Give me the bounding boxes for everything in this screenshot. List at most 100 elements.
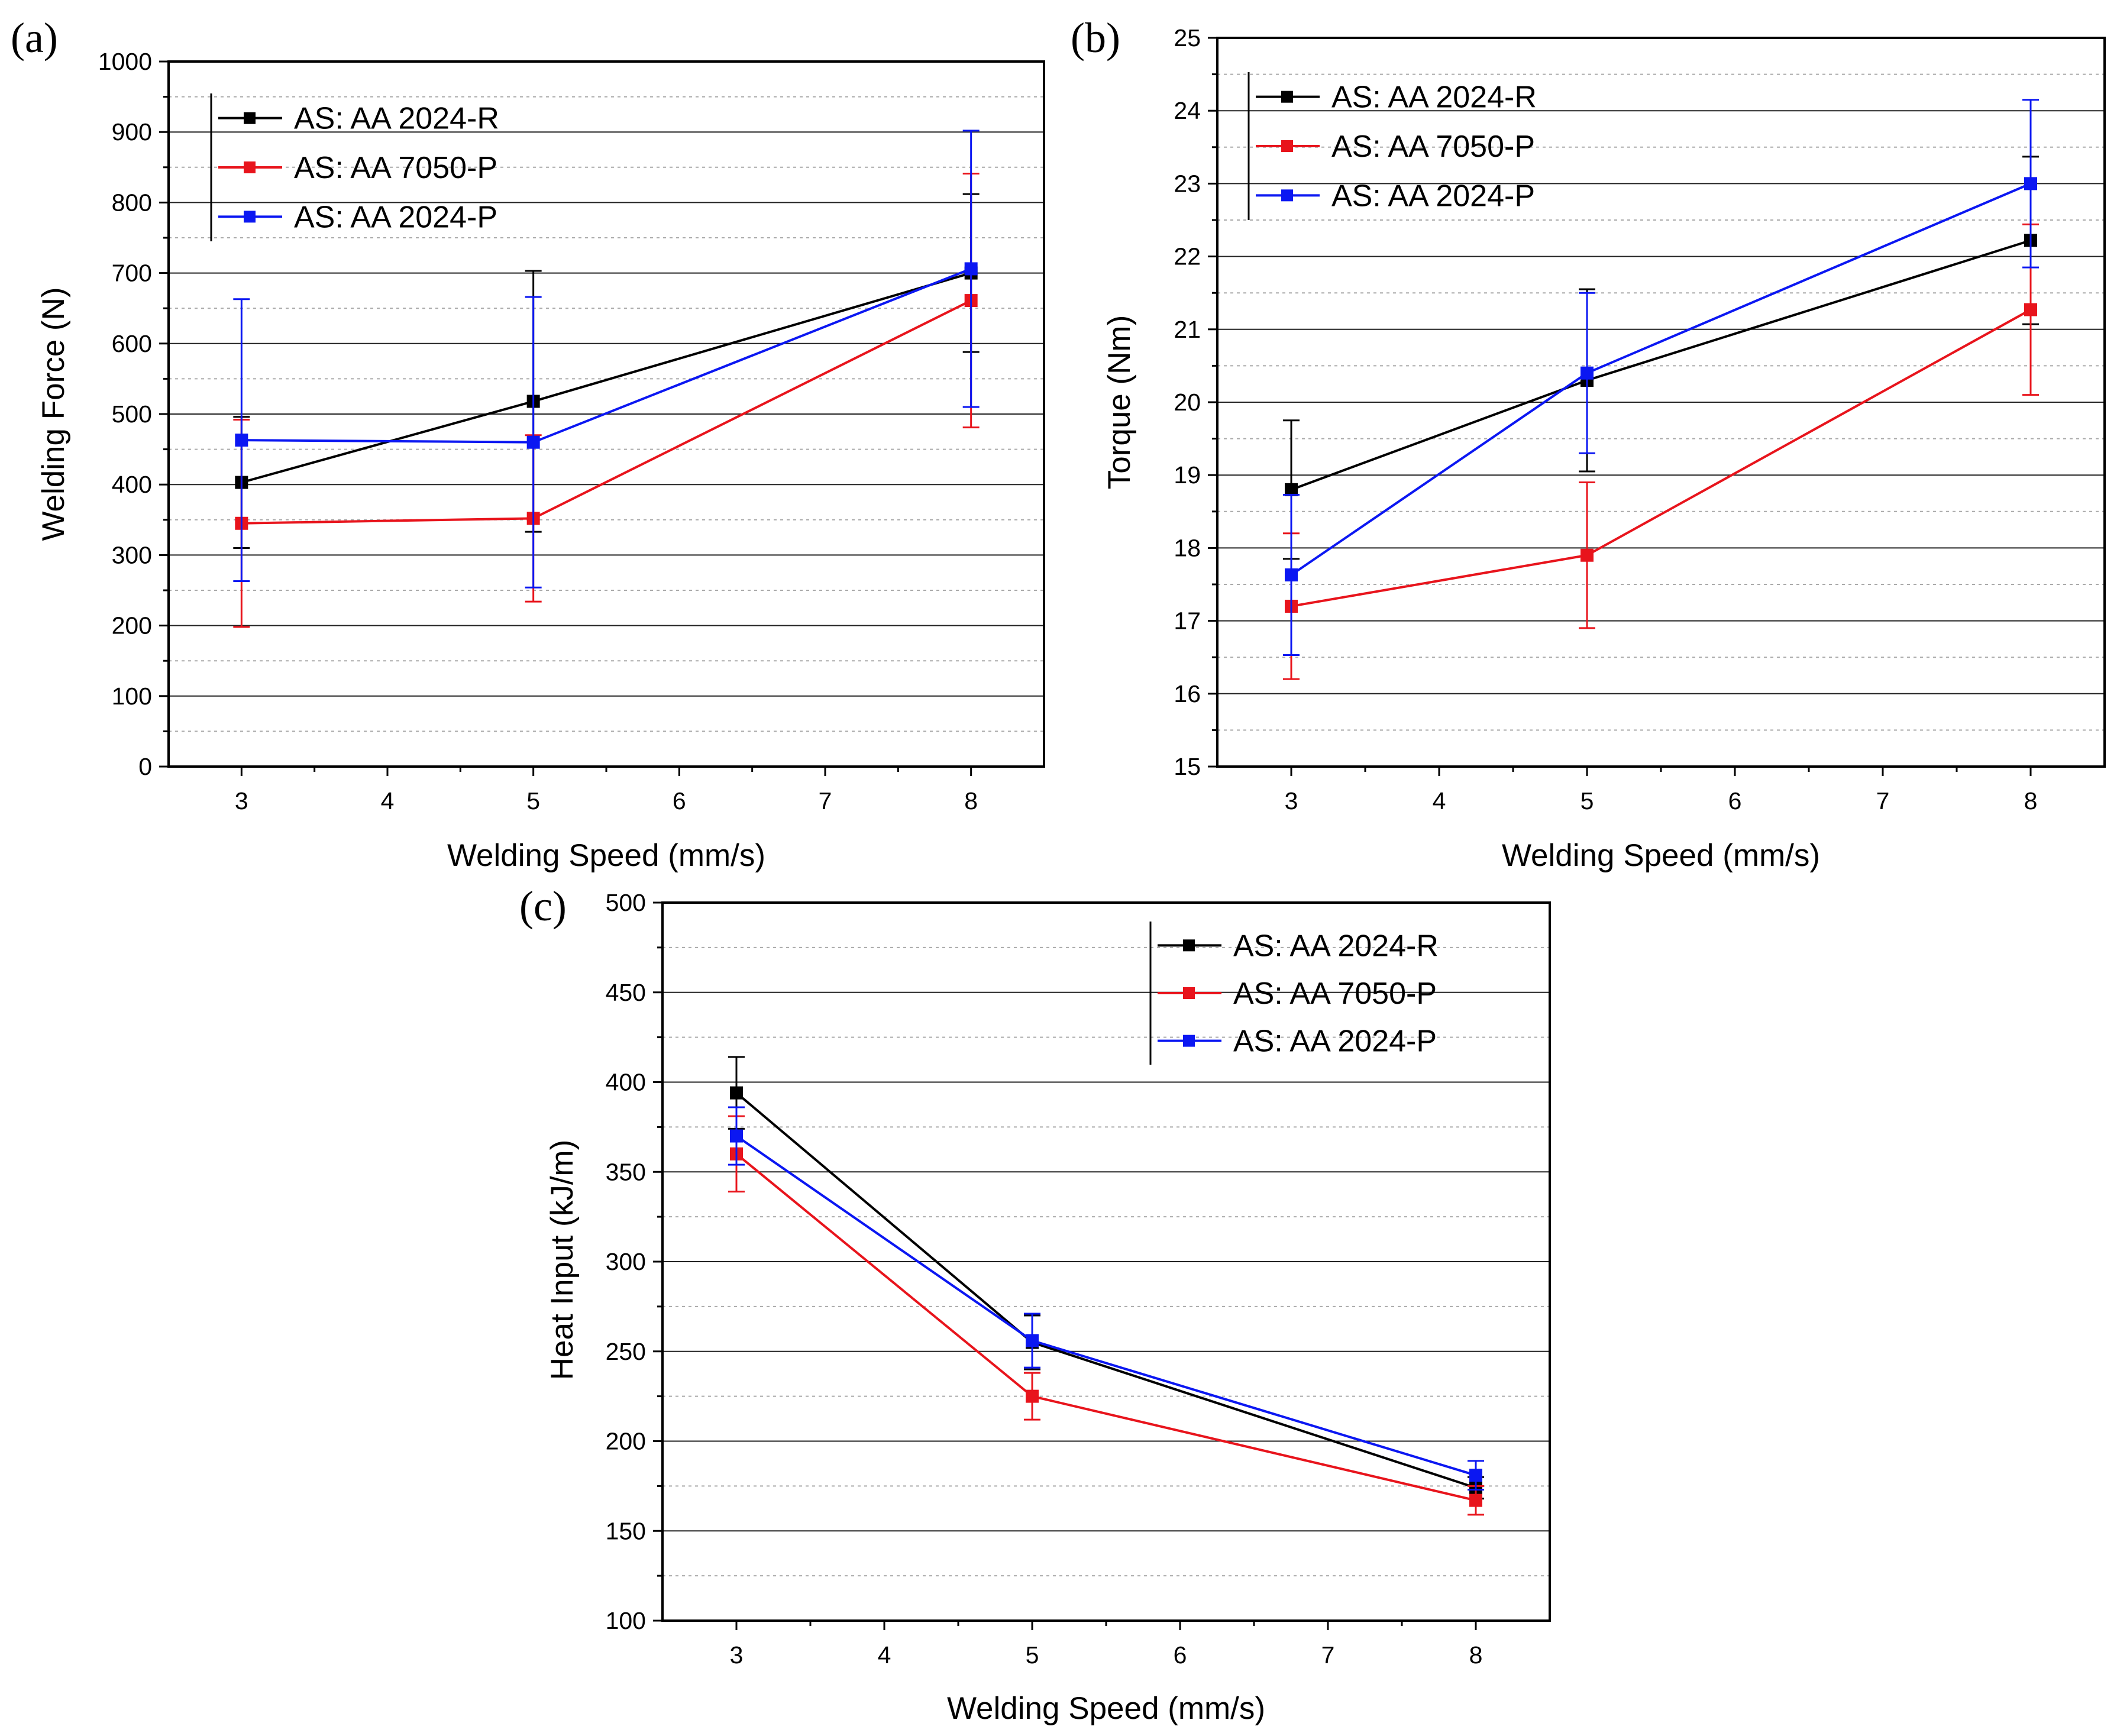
- panel-label: (b): [1071, 14, 1120, 62]
- data-point: [1285, 568, 1298, 581]
- legend-swatch-marker: [1183, 939, 1195, 952]
- y-tick-label: 300: [606, 1248, 646, 1275]
- y-tick-label: 200: [606, 1428, 646, 1455]
- x-tick-label: 6: [1174, 1641, 1187, 1669]
- chart-panel-b: 15 16 17 18 19 20 21 22 23 24 25 3 4 5 6 7 8 Welding Spee…: [1071, 14, 2106, 873]
- y-tick-label: 350: [606, 1158, 646, 1185]
- x-axis-title: Welding Speed (mm/s): [947, 1691, 1265, 1726]
- legend-swatch-marker: [1281, 140, 1293, 152]
- data-point: [2024, 303, 2037, 316]
- x-tick-label: 7: [1876, 787, 1890, 814]
- y-tick-label: 0: [138, 753, 152, 780]
- x-tick-label: 3: [235, 787, 248, 814]
- data-point: [964, 262, 978, 276]
- data-point: [526, 435, 540, 449]
- legend-swatch-marker: [1281, 189, 1293, 202]
- x-tick-label: 4: [381, 787, 395, 814]
- y-tick-label: 500: [112, 400, 152, 428]
- y-tick-label: 500: [606, 889, 646, 916]
- y-tick-label: 400: [606, 1069, 646, 1096]
- x-tick-label: 8: [2024, 787, 2038, 814]
- legend: AS: AA 2024-R AS: AA 7050-P AS: AA 2024-P: [1247, 72, 1537, 220]
- data-point: [1285, 483, 1298, 496]
- y-tick-label: 1000: [98, 48, 152, 75]
- legend-entry: AS: AA 7050-P: [1331, 130, 1535, 164]
- y-tick-label: 16: [1174, 680, 1201, 707]
- y-tick-label: 25: [1174, 24, 1201, 51]
- y-tick-label: 19: [1174, 461, 1201, 489]
- legend-entry: AS: AA 7050-P: [1233, 977, 1437, 1011]
- legend-swatch-marker: [244, 211, 256, 223]
- series-as-aa-2024-p: [1283, 99, 2039, 657]
- x-tick-label: 6: [673, 787, 686, 814]
- y-tick-label: 24: [1174, 97, 1201, 124]
- y-tick-label: 23: [1174, 170, 1201, 197]
- panel-label: (c): [519, 882, 567, 930]
- data-point: [1026, 1334, 1039, 1347]
- x-tick-label: 5: [1026, 1641, 1039, 1669]
- legend-swatch-marker: [1183, 987, 1195, 999]
- data-point: [1581, 548, 1594, 562]
- legend: AS: AA 2024-R AS: AA 7050-P AS: AA 2024-P: [210, 93, 499, 241]
- data-point: [730, 1129, 743, 1143]
- y-tick-label: 17: [1174, 607, 1201, 635]
- y-tick-label: 900: [112, 118, 152, 146]
- x-tick-label: 4: [878, 1641, 891, 1669]
- panel-label: (a): [11, 14, 58, 62]
- data-point: [1469, 1493, 1482, 1507]
- legend-entry: AS: AA 2024-R: [294, 102, 499, 136]
- data-point: [1026, 1389, 1039, 1403]
- y-tick-label: 21: [1174, 316, 1201, 343]
- y-tick-label: 250: [606, 1338, 646, 1365]
- x-tick-label: 5: [1581, 787, 1594, 814]
- y-tick-label: 150: [606, 1517, 646, 1544]
- legend-entry: AS: AA 2024-P: [1233, 1024, 1437, 1059]
- legend-entry: AS: AA 2024-P: [1331, 179, 1535, 213]
- series-as-aa-2024-p: [233, 130, 980, 589]
- y-axis-title: Torque (Nm): [1102, 315, 1137, 490]
- data-point: [730, 1086, 743, 1100]
- x-tick-label: 6: [1728, 787, 1742, 814]
- x-tick-label: 7: [1321, 1641, 1335, 1669]
- x-tick-label: 8: [964, 787, 978, 814]
- x-tick-label: 7: [819, 787, 832, 814]
- data-point: [1469, 1469, 1482, 1482]
- legend-entry: AS: AA 2024-R: [1331, 80, 1537, 115]
- legend-swatch-marker: [1183, 1035, 1195, 1047]
- data-point: [2024, 177, 2037, 190]
- y-tick-label: 100: [606, 1607, 646, 1634]
- y-tick-label: 15: [1174, 753, 1201, 780]
- x-tick-label: 3: [1285, 787, 1298, 814]
- y-tick-label: 400: [112, 471, 152, 498]
- y-tick-label: 100: [112, 683, 152, 710]
- y-tick-label: 700: [112, 260, 152, 287]
- x-tick-label: 5: [526, 787, 540, 814]
- x-axis-title: Welding Speed (mm/s): [1502, 838, 1820, 873]
- legend-swatch-marker: [1281, 90, 1293, 103]
- series-as-aa-2024-p: [728, 1106, 1484, 1491]
- y-tick-label: 18: [1174, 534, 1201, 561]
- x-tick-label: 3: [730, 1641, 744, 1669]
- x-tick-label: 8: [1469, 1641, 1483, 1669]
- x-axis-title: Welding Speed (mm/s): [447, 838, 765, 873]
- y-tick-label: 300: [112, 541, 152, 568]
- y-tick-label: 800: [112, 189, 152, 216]
- chart-panel-a: 0 100 200 300 400 500 600 700 800 900 1000 3 4 5 6 7 8 We…: [11, 14, 1045, 873]
- data-point: [1581, 366, 1594, 380]
- y-tick-label: 600: [112, 330, 152, 357]
- y-tick-label: 20: [1174, 389, 1201, 416]
- chart-panel-c: 100 150 200 250 300 350 400 450 500 3 4 5 6 7 8 Welding…: [519, 882, 1551, 1726]
- legend-swatch-marker: [244, 161, 256, 173]
- y-axis-title: Welding Force (N): [36, 287, 71, 541]
- legend-entry: AS: AA 2024-P: [294, 200, 497, 234]
- x-tick-label: 4: [1433, 787, 1446, 814]
- legend-entry: AS: AA 7050-P: [294, 151, 497, 185]
- legend-swatch-marker: [244, 112, 256, 124]
- y-tick-label: 450: [606, 979, 646, 1006]
- legend-entry: AS: AA 2024-R: [1233, 929, 1439, 963]
- legend: AS: AA 2024-R AS: AA 7050-P AS: AA 2024-P: [1149, 922, 1439, 1065]
- y-tick-label: 22: [1174, 243, 1201, 270]
- data-point: [235, 434, 248, 447]
